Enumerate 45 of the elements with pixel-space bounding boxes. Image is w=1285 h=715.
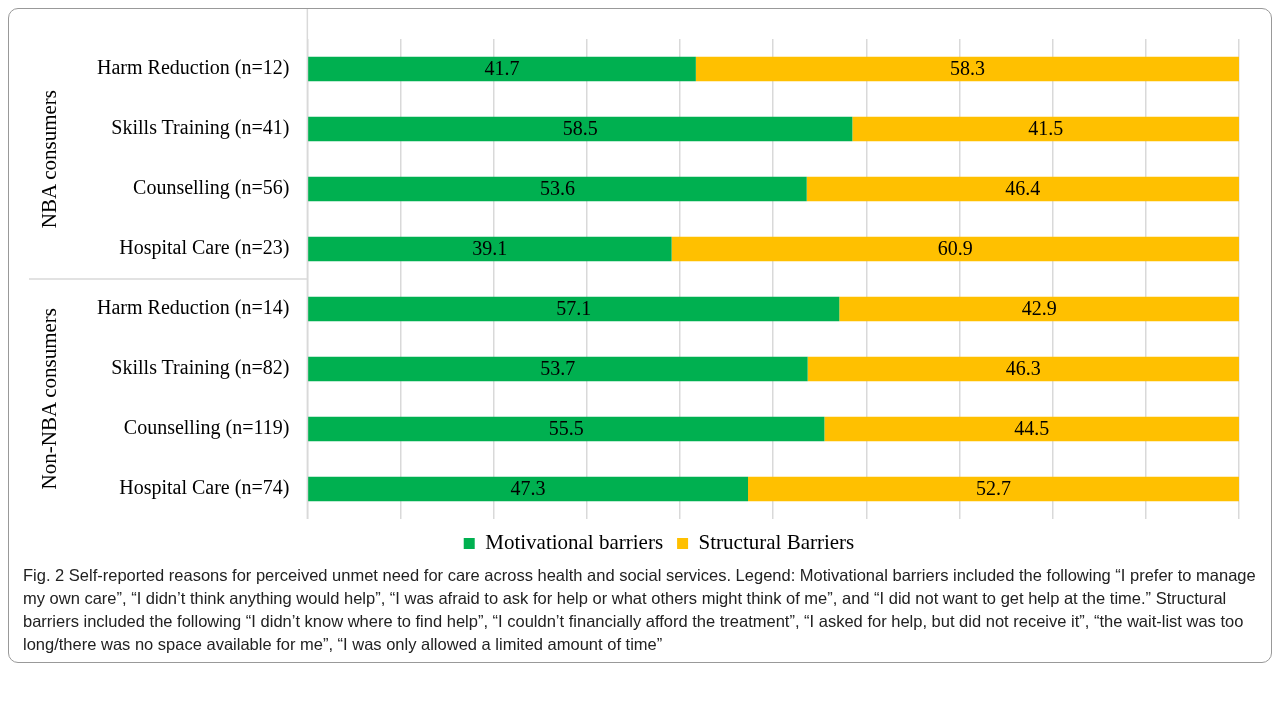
bar [806,176,1239,202]
y-tick-label: Skills Training (n=41) [111,116,290,140]
bar [748,476,1239,502]
y-tick-label: Skills Training (n=82) [111,356,290,380]
data-label: 60.9 [937,237,973,260]
bar [308,116,853,142]
y-tick-label: Counselling (n=56) [133,176,290,200]
data-label: 52.7 [976,477,1012,500]
caption: Fig. 2 Self-reported reasons for perceived unmet need for care across health and social services. Legend: Motivational barriers included the following “I prefer to manage my own care”, “I didn’t think anything would help”, “I was afraid to ask for help or what others might think of me”, and “I did not want to get help at the time.” Structural barriers included the following “I didn’t know where to find help”, “I couldn’t financially afford the treatment”, “I asked for help, but did not receive it”, “the wait-list was too long/there was no space available for me”, “I was only allowed a limited amount of time” [22,565,1257,655]
text: Non-NBA consumers [36,308,62,490]
y-tick-label: Counselling (n=119) [123,416,290,440]
bar [308,356,808,382]
data-label: 42.9 [1021,297,1057,320]
bar [695,56,1239,82]
data-label: 58.3 [949,57,985,80]
data-label: 55.5 [548,417,584,440]
bar [308,416,825,442]
text: NBA consumers [36,89,62,229]
data-label: 46.4 [1005,177,1041,200]
data-label: 53.7 [540,357,576,380]
bar [671,236,1239,262]
data-label: 41.7 [484,57,520,80]
bar [852,116,1239,142]
bar [308,176,807,202]
y-tick-label: Hospital Care (n=74) [119,476,290,500]
data-label: 46.3 [1005,357,1041,380]
data-label: 58.5 [562,117,598,140]
bar [308,296,840,322]
legend-label: Motivational barriers [485,530,664,555]
data-label: 57.1 [556,297,592,320]
data-label: 41.5 [1028,117,1064,140]
bar [807,356,1239,382]
data-label: 53.6 [539,177,575,200]
y-tick-label: Hospital Care (n=23) [119,236,290,260]
bar [308,56,696,82]
bar [308,236,672,262]
data-label: 44.5 [1014,417,1050,440]
data-label: 47.3 [510,477,546,500]
bar [824,416,1239,442]
y-tick-label: Harm Reduction (n=12) [97,56,290,80]
legend-label: Structural Barriers [698,530,855,555]
bar [308,476,749,502]
bar [839,296,1239,322]
data-label: 39.1 [472,237,508,260]
y-tick-label: Harm Reduction (n=14) [97,296,290,320]
